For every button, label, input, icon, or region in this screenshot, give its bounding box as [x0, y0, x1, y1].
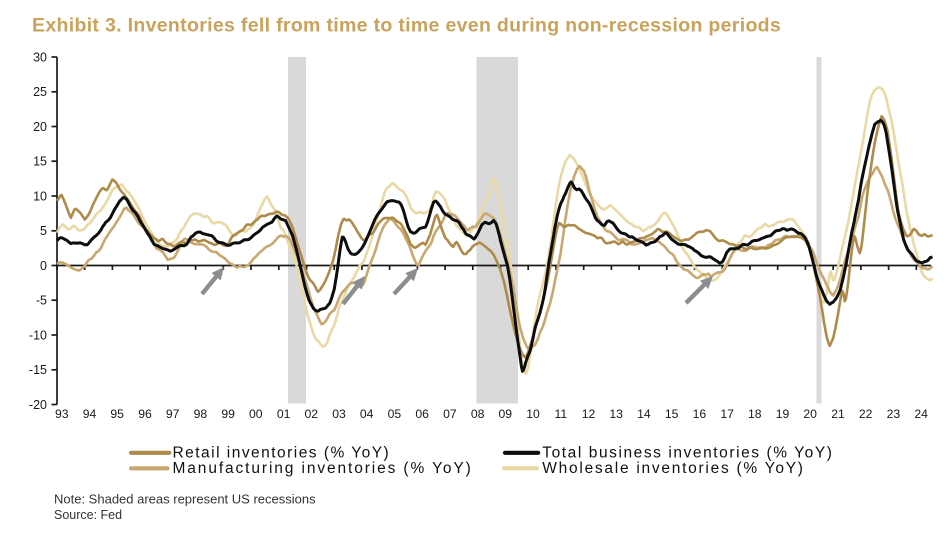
svg-text:18: 18	[748, 407, 762, 421]
svg-text:93: 93	[55, 407, 69, 421]
svg-text:04: 04	[360, 407, 374, 421]
svg-text:0: 0	[40, 259, 47, 273]
svg-text:24: 24	[914, 407, 928, 421]
svg-text:25: 25	[33, 85, 47, 99]
svg-text:08: 08	[471, 407, 485, 421]
svg-text:16: 16	[693, 407, 707, 421]
svg-text:22: 22	[859, 407, 873, 421]
svg-text:-15: -15	[29, 363, 47, 377]
svg-text:Manufacturing inventories (% Y: Manufacturing inventories (% YoY)	[173, 460, 473, 477]
svg-text:13: 13	[609, 407, 623, 421]
svg-text:Total business inventories (%: Total business inventories (% YoY)	[542, 445, 833, 462]
svg-text:19: 19	[776, 407, 790, 421]
svg-text:05: 05	[388, 407, 402, 421]
svg-text:06: 06	[415, 407, 429, 421]
svg-text:21: 21	[831, 407, 845, 421]
svg-text:-5: -5	[36, 294, 47, 308]
svg-text:15: 15	[665, 407, 679, 421]
svg-text:17: 17	[720, 407, 734, 421]
svg-text:20: 20	[33, 120, 47, 134]
svg-text:97: 97	[166, 407, 180, 421]
svg-text:10: 10	[526, 407, 540, 421]
svg-text:Note: Shaded areas represent U: Note: Shaded areas represent US recessio…	[54, 492, 316, 507]
svg-text:Exhibit 3. Inventories fell fr: Exhibit 3. Inventories fell from time to…	[32, 15, 781, 37]
svg-text:00: 00	[249, 407, 263, 421]
svg-text:15: 15	[33, 155, 47, 169]
svg-text:99: 99	[221, 407, 235, 421]
svg-text:14: 14	[637, 407, 651, 421]
svg-text:03: 03	[332, 407, 346, 421]
svg-text:07: 07	[443, 407, 457, 421]
svg-text:Wholesale inventories (% YoY): Wholesale inventories (% YoY)	[542, 460, 804, 477]
svg-text:Retail inventories (% YoY): Retail inventories (% YoY)	[173, 445, 391, 462]
svg-text:12: 12	[582, 407, 596, 421]
svg-text:-20: -20	[29, 398, 47, 412]
svg-text:11: 11	[554, 407, 567, 421]
svg-text:09: 09	[499, 407, 513, 421]
svg-text:10: 10	[33, 189, 47, 203]
svg-text:5: 5	[40, 224, 47, 238]
svg-text:96: 96	[138, 407, 152, 421]
svg-text:30: 30	[33, 50, 47, 64]
svg-text:01: 01	[277, 407, 291, 421]
svg-text:23: 23	[887, 407, 901, 421]
svg-text:94: 94	[83, 407, 97, 421]
svg-text:98: 98	[194, 407, 208, 421]
svg-text:-10: -10	[29, 328, 47, 342]
svg-text:Source: Fed: Source: Fed	[54, 508, 122, 522]
svg-text:95: 95	[110, 407, 124, 421]
svg-text:02: 02	[305, 407, 319, 421]
svg-text:20: 20	[803, 407, 817, 421]
